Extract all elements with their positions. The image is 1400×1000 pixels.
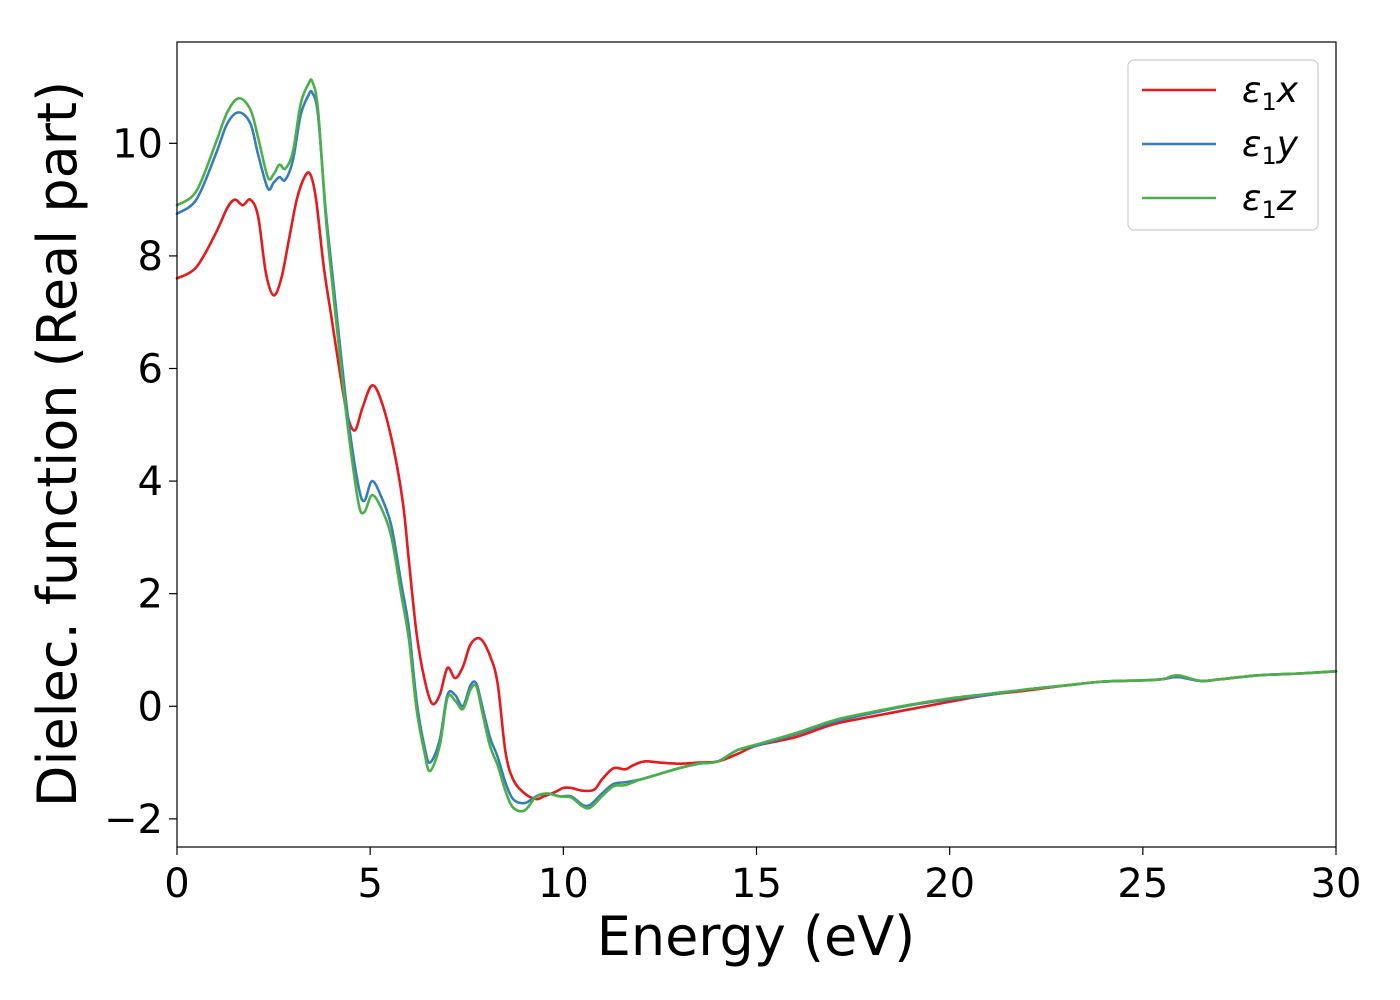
x-axis: 0 5 10 15 20 25 30 (164, 847, 1361, 907)
y-tick-label: 6 (138, 347, 163, 393)
x-tick-label: 20 (924, 861, 975, 907)
y-tick-label: −2 (104, 797, 163, 843)
series-layer (175, 78, 1338, 813)
legend-label-y: ε1y (1242, 124, 1299, 170)
series-line-x (175, 171, 1338, 801)
legend: ε1x ε1y ε1z (1127, 59, 1319, 231)
y-tick-label: 4 (138, 459, 163, 505)
x-tick-label: 5 (357, 861, 382, 907)
y-tick-label: 2 (138, 572, 163, 618)
y-axis-title: Dielec. function (Real part) (26, 81, 89, 807)
x-tick-label: 15 (731, 861, 782, 907)
x-tick-label: 30 (1311, 861, 1362, 907)
x-axis-title: Energy (eV) (597, 905, 916, 968)
y-tick-label: 0 (138, 684, 163, 730)
series-line-z (175, 78, 1338, 813)
legend-box (1127, 59, 1319, 231)
legend-label-x: ε1x (1242, 70, 1299, 116)
y-tick-label: 8 (138, 234, 163, 280)
y-axis: −2 0 2 4 6 8 10 (104, 121, 177, 843)
y-tick-label: 10 (112, 121, 163, 167)
x-tick-label: 25 (1117, 861, 1168, 907)
x-tick-label: 10 (538, 861, 589, 907)
legend-label-z: ε1z (1242, 178, 1297, 224)
x-tick-label: 0 (164, 861, 189, 907)
